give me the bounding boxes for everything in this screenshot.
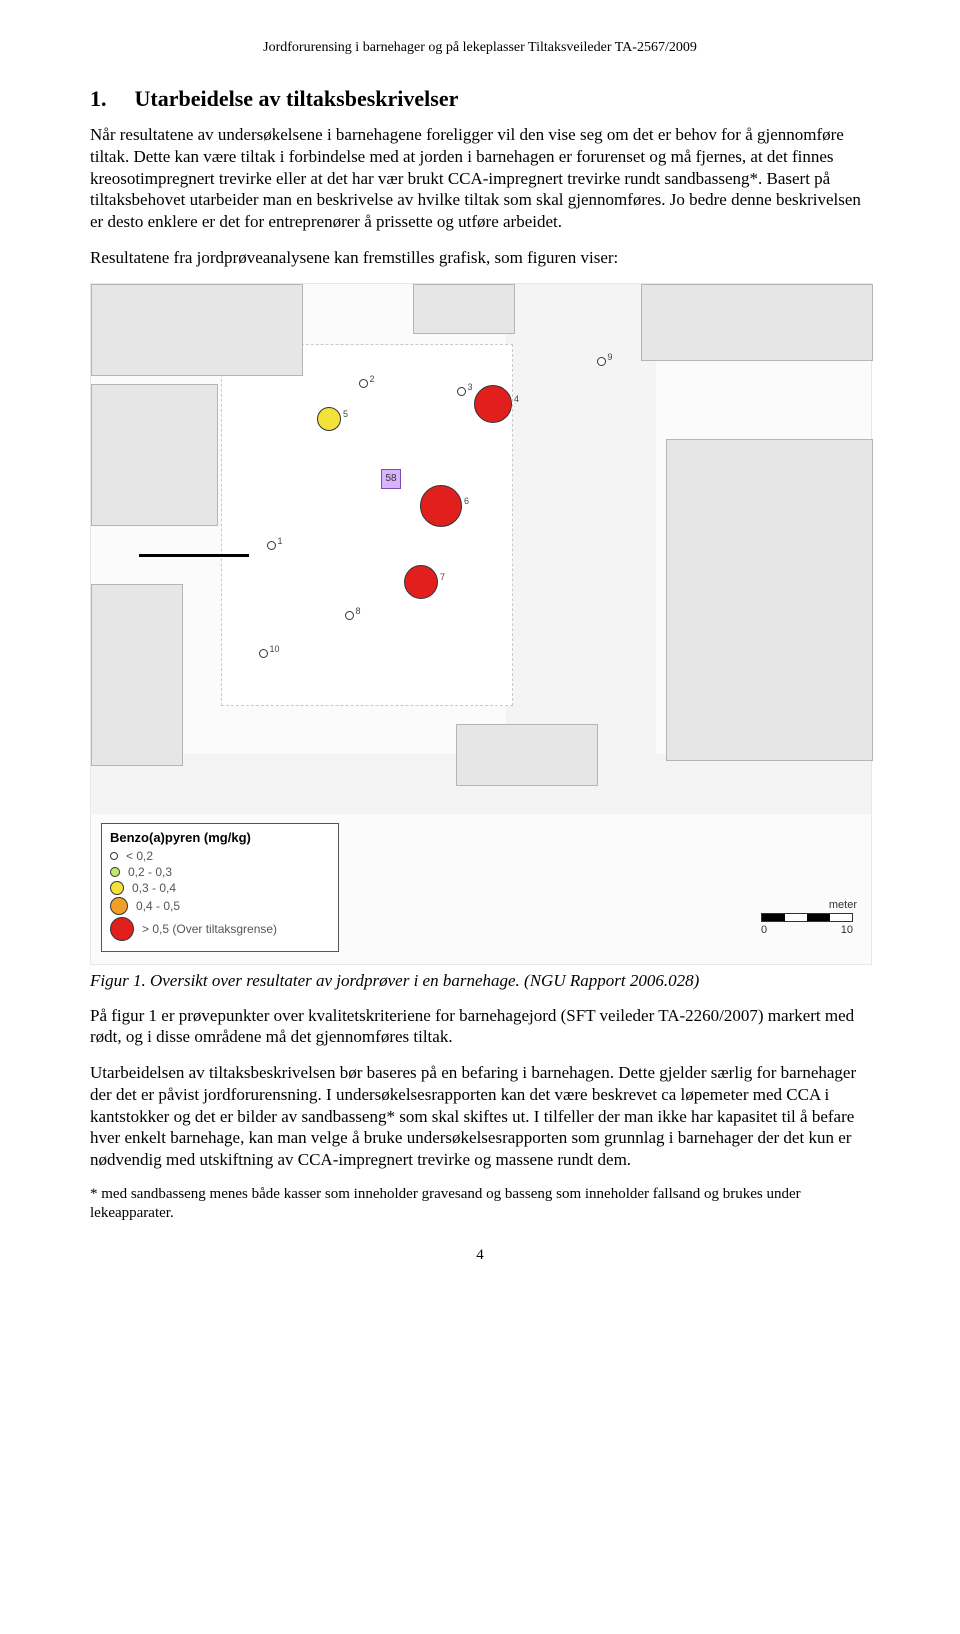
paragraph-4: Utarbeidelsen av tiltaksbeskrivelsen bør… xyxy=(90,1062,870,1171)
legend-swatch xyxy=(110,917,134,941)
figure-caption: Figur 1. Oversikt over resultater av jor… xyxy=(90,971,870,991)
sample-point xyxy=(359,379,368,388)
legend-row: 0,4 - 0,5 xyxy=(110,897,330,915)
sample-label: 4 xyxy=(514,394,519,404)
legend-label: 0,2 - 0,3 xyxy=(128,865,172,879)
footnote: * med sandbasseng menes både kasser som … xyxy=(90,1185,870,1223)
sample-label: 7 xyxy=(440,572,445,582)
legend: Benzo(a)pyren (mg/kg) < 0,2 0,2 - 0,3 0,3 -… xyxy=(101,823,339,952)
legend-row: > 0,5 (Over tiltaksgrense) xyxy=(110,917,330,941)
building xyxy=(413,284,515,334)
scalebar-bar xyxy=(761,913,853,922)
legend-swatch xyxy=(110,897,128,915)
scalebar: 010meter xyxy=(761,913,853,936)
legend-row: < 0,2 xyxy=(110,849,330,863)
sample-point xyxy=(259,649,268,658)
sample-point xyxy=(474,385,512,423)
sample-label: 5 xyxy=(343,409,348,419)
sample-point xyxy=(404,565,438,599)
legend-row: 0,2 - 0,3 xyxy=(110,865,330,879)
paragraph-2: Resultatene fra jordprøveanalysene kan f… xyxy=(90,247,870,269)
map-figure: 58 1 2 3 4 5 6 7 8 9 10 Benzo(a)pyren (mg/kg) < 0,2 0… xyxy=(90,283,872,965)
paragraph-1: Når resultatene av undersøkelsene i barn… xyxy=(90,124,870,233)
sample-label: 2 xyxy=(370,374,375,384)
legend-label: > 0,5 (Over tiltaksgrense) xyxy=(142,922,277,936)
black-line xyxy=(139,554,249,557)
building xyxy=(91,284,303,376)
sample-label: 1 xyxy=(278,536,283,546)
paragraph-3: På figur 1 er prøvepunkter over kvalitet… xyxy=(90,1005,870,1049)
legend-label: 0,3 - 0,4 xyxy=(132,881,176,895)
sample-point xyxy=(317,407,341,431)
building xyxy=(91,384,218,526)
scalebar-labels: 010 xyxy=(761,924,853,936)
legend-swatch xyxy=(110,867,120,877)
sample-point xyxy=(420,485,462,527)
road xyxy=(506,284,656,794)
building xyxy=(641,284,873,361)
page-number: 4 xyxy=(90,1247,870,1264)
building xyxy=(91,584,183,766)
section-heading: 1. Utarbeidelse av tiltaksbeskrivelser xyxy=(90,86,870,112)
section-number: 1. xyxy=(90,86,107,112)
building xyxy=(456,724,598,786)
sample-label: 8 xyxy=(356,606,361,616)
sample-label: 3 xyxy=(468,382,473,392)
sample-label: 9 xyxy=(608,352,613,362)
legend-swatch xyxy=(110,852,118,860)
legend-label: < 0,2 xyxy=(126,849,153,863)
legend-row: 0,3 - 0,4 xyxy=(110,881,330,895)
sample-label: 10 xyxy=(270,644,280,654)
marker-square: 58 xyxy=(381,469,401,489)
sample-point xyxy=(597,357,606,366)
legend-title: Benzo(a)pyren (mg/kg) xyxy=(110,830,330,845)
building xyxy=(666,439,873,761)
scalebar-unit: meter xyxy=(829,899,857,911)
sample-point xyxy=(457,387,466,396)
legend-label: 0,4 - 0,5 xyxy=(136,899,180,913)
section-title-text: Utarbeidelse av tiltaksbeskrivelser xyxy=(135,86,459,111)
sample-label: 6 xyxy=(464,496,469,506)
legend-swatch xyxy=(110,881,124,895)
doc-header: Jordforurensing i barnehager og på lekep… xyxy=(90,40,870,56)
sample-point xyxy=(345,611,354,620)
sample-point xyxy=(267,541,276,550)
